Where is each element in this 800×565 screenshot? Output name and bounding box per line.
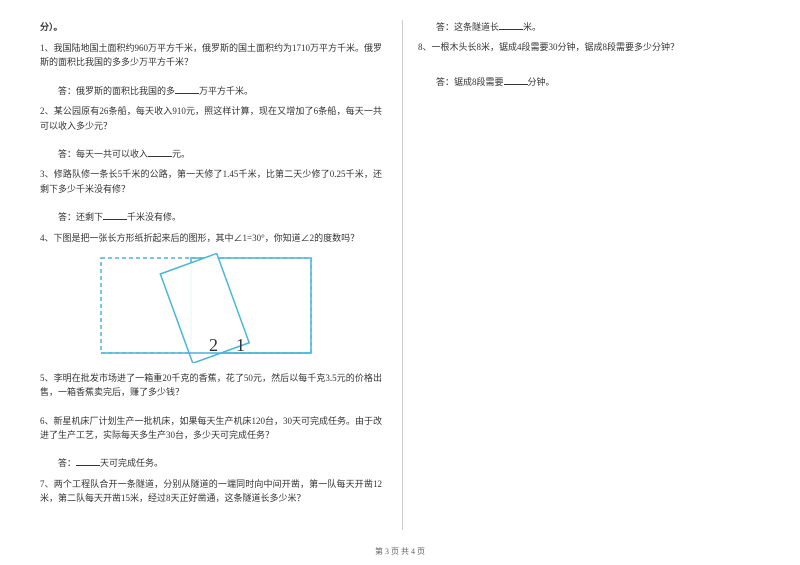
answer-8-pre: 答：锯成8段需要 [436,77,504,87]
answer-7-pre: 答：这条隧道长 [436,22,499,32]
blank-7 [499,20,523,30]
question-4: 4、下图是把一张长方形纸折起来后的图形，其中∠1=30°，你知道∠2的度数吗？ [40,231,382,245]
question-2: 2、某公园原有26条船，每天收入910元，照这样计算，现在又增加了6条船，每天一… [40,104,382,133]
answer-3: 答：还剩下 千米没有修。 [40,210,382,224]
answer-2-post: 元。 [172,149,190,159]
angle-1-label: 1 [236,335,245,355]
left-column: 分）。 1、我国陆地国土面积约960万平方千米，俄罗斯的国土面积约为1710万平… [40,20,382,530]
answer-6-pre: 答： [58,458,76,468]
answer-1: 答：俄罗斯的面积比我国的多 万平方千米。 [40,84,382,98]
blank-8 [504,75,528,85]
answer-7: 答：这条隧道长 米。 [418,20,760,34]
fold-diagram: 1 2 [91,253,331,363]
right-column: 答：这条隧道长 米。 8、一根木头长8米，锯成4段需要30分钟，锯成8段需要多少分… [402,20,760,530]
answer-2-pre: 答：每天一共可以收入 [58,149,148,159]
question-5: 5、李明在批发市场进了一箱重20千克的香蕉，花了50元，然后以每千克3.5元的价… [40,371,382,400]
two-column-layout: 分）。 1、我国陆地国土面积约960万平方千米，俄罗斯的国土面积约为1710万平… [40,20,760,530]
answer-3-pre: 答：还剩下 [58,212,103,222]
blank-6 [76,456,100,466]
question-8: 8、一根木头长8米，锯成4段需要30分钟，锯成8段需要多少分钟？ [418,40,760,54]
answer-1-post: 万平方千米。 [199,86,253,96]
question-6: 6、新星机床厂计划生产一批机床，如果每天生产机床120台，30天可完成任务。由于… [40,414,382,443]
blank-2 [148,147,172,157]
blank-1 [175,84,199,94]
blank-3 [103,210,127,220]
answer-8: 答：锯成8段需要 分钟。 [418,75,760,89]
page-footer: 第 3 页 共 4 页 [0,546,800,557]
angle-2-label: 2 [209,335,218,355]
question-3: 3、修路队修一条长5千米的公路，第一天修了1.45千米，比第二天少修了0.25千… [40,167,382,196]
answer-6-post: 天可完成任务。 [100,458,163,468]
answer-8-post: 分钟。 [528,77,555,87]
section-title: 分）。 [40,20,382,33]
answer-6: 答： 天可完成任务。 [40,456,382,470]
question-7: 7、两个工程队合开一条隧道，分别从隧道的一端同时向中间开凿，第一队每天开凿12米… [40,477,382,506]
answer-1-pre: 答：俄罗斯的面积比我国的多 [58,86,175,96]
answer-3-post: 千米没有修。 [127,212,181,222]
fold-diagram-svg: 1 2 [91,253,331,363]
question-1: 1、我国陆地国土面积约960万平方千米，俄罗斯的国土面积约为1710万平方千米。… [40,41,382,70]
answer-7-post: 米。 [523,22,541,32]
answer-2: 答：每天一共可以收入 元。 [40,147,382,161]
